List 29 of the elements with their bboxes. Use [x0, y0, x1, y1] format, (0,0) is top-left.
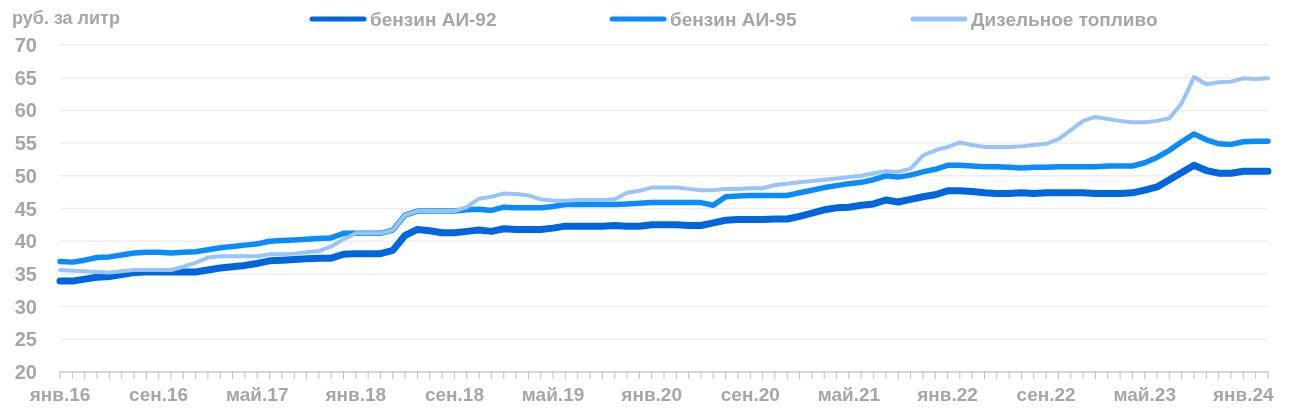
x-tick-label: сен.22	[1016, 384, 1076, 405]
legend-label: Дизельное топливо	[971, 8, 1158, 30]
line-series	[58, 75, 1270, 275]
y-tick-label: 60	[14, 99, 37, 122]
y-tick-label: 25	[14, 328, 37, 351]
x-tick-label: сен.16	[129, 384, 189, 405]
x-tick-label: янв.22	[916, 384, 978, 405]
x-tick-label: май.23	[1113, 384, 1176, 405]
legend-label: бензин АИ-92	[370, 8, 497, 30]
y-tick-label: 45	[14, 197, 37, 220]
y-tick-label: 40	[14, 230, 37, 253]
x-tick-label: сен.20	[720, 384, 780, 405]
x-tick-label: май.17	[225, 384, 289, 405]
x-tick-label: янв.18	[324, 384, 387, 405]
y-tick-label: 35	[14, 262, 37, 285]
x-tick-label: май.19	[521, 384, 585, 405]
y-tick-label: 20	[14, 361, 37, 383]
legend-label: бензин АИ-95	[670, 8, 797, 30]
y-tick-label: 30	[14, 295, 37, 318]
y-tick-label: 70	[14, 34, 37, 56]
x-tick-label: янв.24	[1212, 384, 1275, 405]
y-axis-title: руб. за литр	[12, 8, 120, 28]
x-tick-label: сен.18	[424, 384, 484, 405]
y-tick-label: 65	[14, 66, 37, 89]
y-tick-label: 50	[14, 164, 37, 187]
y-tick-label: 55	[14, 132, 37, 155]
x-tick-label: янв.20	[620, 384, 682, 405]
x-tick-label: май.21	[817, 384, 881, 405]
x-tick-label: янв.16	[28, 384, 91, 405]
